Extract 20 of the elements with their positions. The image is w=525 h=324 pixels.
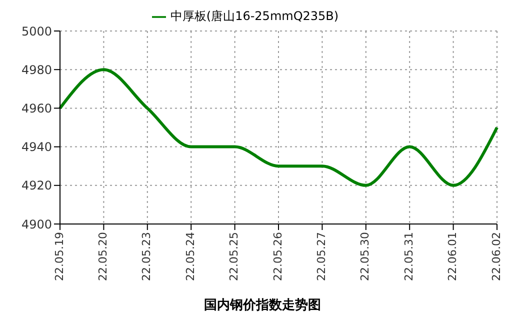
x-tick-label: 22.05.27 xyxy=(315,232,328,281)
x-tick-label: 22.05.26 xyxy=(271,232,284,281)
y-tick-label: 4900 xyxy=(21,217,52,232)
x-tick-label: 22.05.30 xyxy=(358,232,372,281)
x-tick-label: 22.05.23 xyxy=(140,232,154,281)
text: 国内钢价指数走势图 xyxy=(203,297,322,314)
x-tick-label: 22.05.31 xyxy=(402,232,416,281)
x-tick-label: 22.06.01 xyxy=(446,232,460,281)
y-tick-label: 4980 xyxy=(21,62,52,77)
line-series xyxy=(58,68,498,187)
x-tick-label: 22.05.20 xyxy=(96,232,110,281)
y-tick-label: 4960 xyxy=(21,101,52,116)
legend-label: 中厚板(唐山16-25mmQ235B) xyxy=(170,9,339,23)
x-tick-label: 22.06.02 xyxy=(490,232,503,281)
x-tick-label: 22.05.24 xyxy=(184,232,197,281)
x-tick-label: 22.05.19 xyxy=(52,232,66,281)
y-tick-label: 5000 xyxy=(21,24,52,38)
x-tick-label: 22.05.25 xyxy=(228,232,241,281)
y-tick-label: 4920 xyxy=(21,178,52,193)
y-tick-label: 4940 xyxy=(21,140,52,154)
